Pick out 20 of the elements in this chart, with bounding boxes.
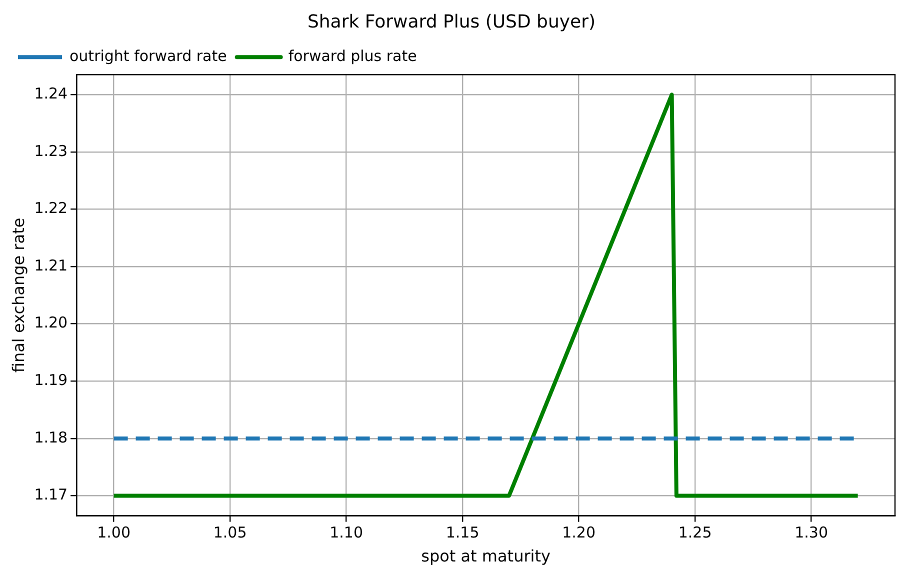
y-tick-label: 1.17 [34,486,68,504]
legend-label: outright forward rate [70,46,227,65]
y-tick-label: 1.18 [34,428,68,446]
y-tick-label: 1.23 [34,142,68,160]
x-tick-label: 1.10 [330,524,363,542]
x-tick-label: 1.30 [794,524,828,542]
x-tick-label: 1.00 [97,524,130,542]
chart-title: Shark Forward Plus (USD buyer) [307,11,596,32]
y-tick-label: 1.22 [34,199,68,218]
x-tick-label: 1.15 [446,524,480,542]
x-tick-label: 1.05 [213,524,247,542]
x-axis-title: spot at maturity [421,546,550,566]
y-tick-label: 1.19 [34,371,68,390]
legend-label: forward plus rate [288,46,417,65]
x-tick-label: 1.25 [678,524,712,542]
x-tick-label: 1.20 [562,524,596,542]
y-tick-label: 1.20 [34,314,68,332]
y-axis-title: final exchange rate [8,218,28,373]
y-tick-label: 1.21 [34,256,68,274]
y-tick-label: 1.24 [34,84,68,103]
